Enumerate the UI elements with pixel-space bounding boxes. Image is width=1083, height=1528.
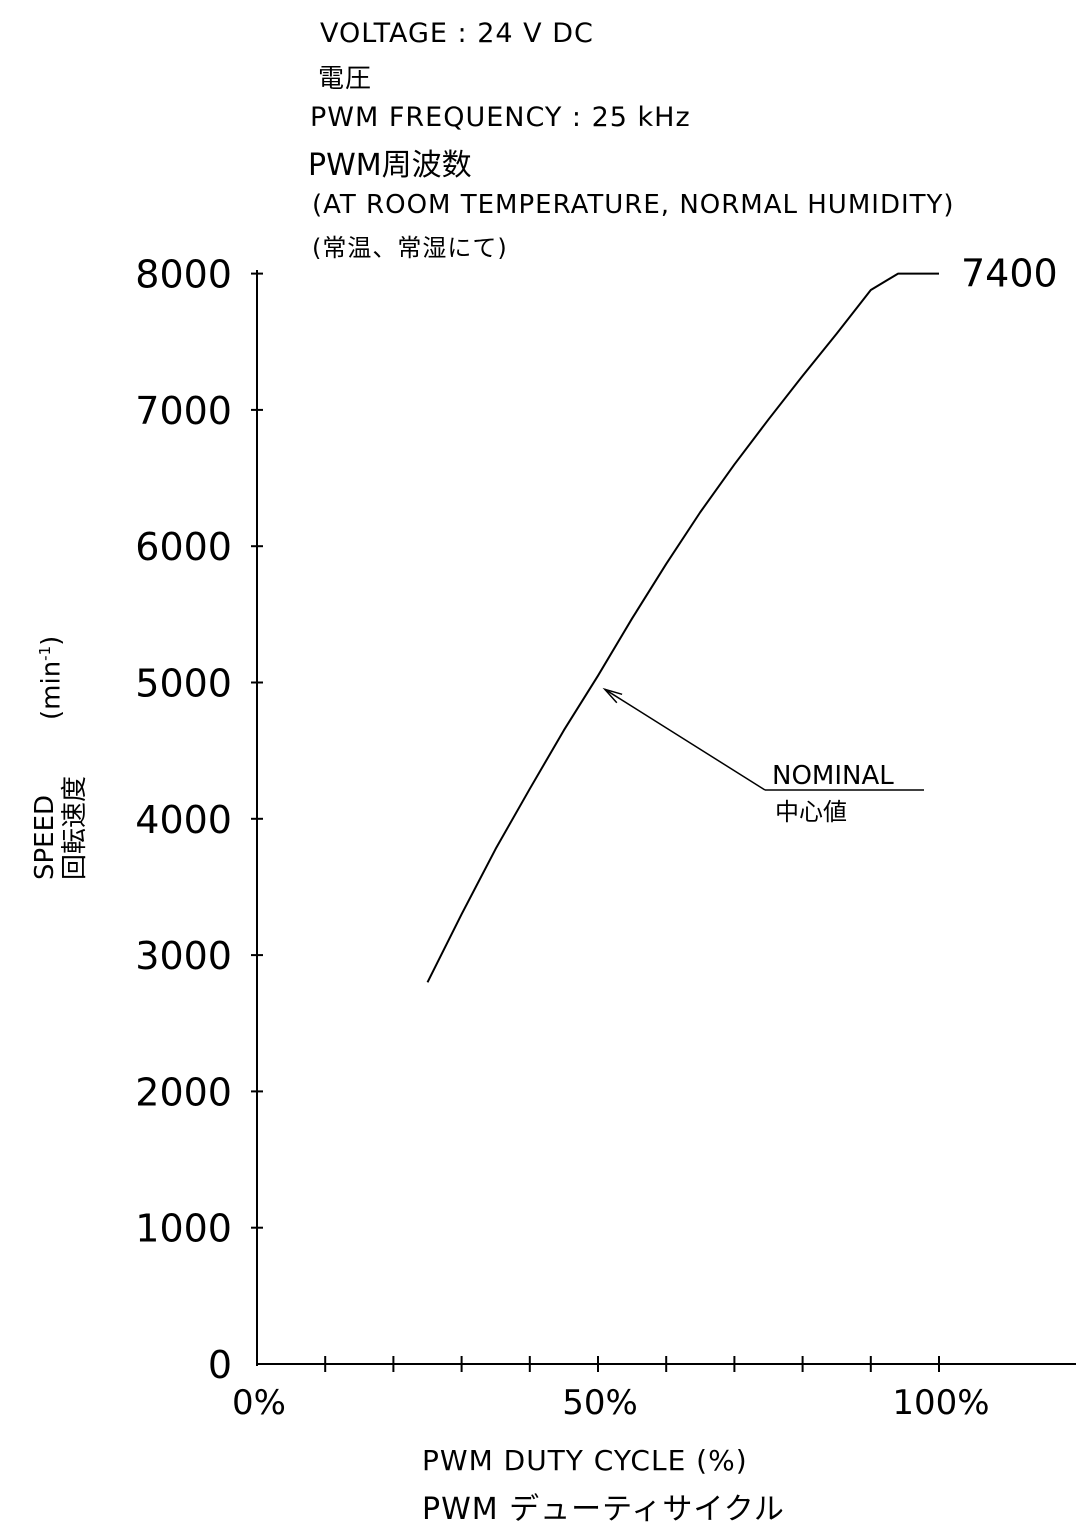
y-tick-label: 0 bbox=[208, 1343, 232, 1387]
x-axis-label: PWM DUTY CYCLE (%) bbox=[422, 1444, 748, 1477]
y-axis-unit-suffix: ) bbox=[36, 635, 67, 646]
pwm-frequency-jp-label: PWM周波数 bbox=[308, 148, 472, 183]
y-tick-label: 6000 bbox=[135, 525, 232, 569]
y-axis-unit-prefix: (min bbox=[36, 660, 67, 720]
x-tick-label: 100% bbox=[892, 1383, 989, 1423]
x-tick-label: 50% bbox=[562, 1383, 638, 1423]
pwm-frequency-label: PWM FREQUENCY : 25 kHz bbox=[310, 102, 691, 133]
condition-jp-label: (常温、常湿にて) bbox=[312, 234, 508, 262]
y-axis-unit-sup: -1 bbox=[36, 645, 54, 661]
condition-label: (AT ROOM TEMPERATURE, NORMAL HUMIDITY) bbox=[312, 190, 955, 220]
y-axis-label-text: SPEED bbox=[30, 794, 60, 880]
x-ticks: 0% 50% 100% bbox=[232, 1356, 990, 1423]
y-tick-label: 7000 bbox=[135, 389, 232, 433]
y-tick-label: 8000 bbox=[135, 253, 232, 297]
y-ticks: 0 1000 2000 3000 4000 5000 6000 7000 8000 bbox=[135, 253, 263, 1387]
chart-header: VOLTAGE : 24 V DC 電圧 PWM FREQUENCY : 25 … bbox=[0, 0, 1083, 270]
y-axis-unit: (min-1) bbox=[30, 636, 67, 720]
y-tick-label: 4000 bbox=[135, 798, 232, 842]
annotation-group: NOMINAL 中心値 bbox=[602, 687, 924, 826]
annotation-arrowhead bbox=[602, 687, 623, 704]
voltage-label: VOLTAGE : 24 V DC bbox=[320, 18, 594, 49]
y-axis-label: SPEED (min-1) 回転速度 bbox=[30, 636, 90, 880]
y-tick-label: 5000 bbox=[135, 662, 232, 706]
annotation-label-jp: 中心値 bbox=[775, 798, 847, 826]
series-line bbox=[426, 272, 939, 983]
series-end-label: 7400 bbox=[961, 252, 1058, 296]
voltage-jp-label: 電圧 bbox=[318, 64, 373, 94]
annotation-label: NOMINAL bbox=[772, 761, 894, 791]
y-tick-label: 1000 bbox=[135, 1207, 232, 1251]
y-tick-label: 3000 bbox=[135, 934, 232, 978]
chart-axes bbox=[256, 270, 1076, 1366]
annotation-leader-line bbox=[604, 688, 766, 791]
series-group: 7400 bbox=[426, 252, 1058, 983]
y-axis-label-jp: 回転速度 bbox=[60, 775, 90, 880]
y-tick-label: 2000 bbox=[135, 1070, 232, 1114]
x-tick-label: 0% bbox=[232, 1383, 286, 1423]
x-axis-label-jp: PWM デューティサイクル bbox=[422, 1492, 785, 1527]
